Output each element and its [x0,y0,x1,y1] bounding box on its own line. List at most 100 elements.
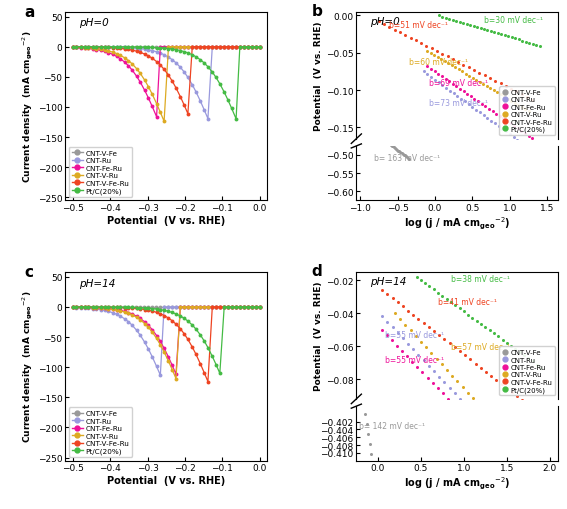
CNT-Ru [117,45,124,51]
CNT-V-Fe-Ru [101,45,108,51]
CNT-Fe-Ru [125,310,132,316]
CNT-Ru [149,48,155,54]
Pt/C(20%) [149,45,155,51]
CNT-V-Ru [201,304,208,310]
Pt/C(20%) [105,304,112,310]
CNT-V-Fe [105,45,112,51]
CNT-V-Fe [201,304,208,310]
CNT-Fe-Ru [69,304,76,310]
CNT-V-Fe-Ru [241,45,248,51]
CNT-Fe-Ru [85,46,92,52]
CNT-V-Fe-Ru [236,304,243,310]
Pt/C(20%) [137,305,143,311]
CNT-Ru [253,45,260,51]
CNT-Ru [121,316,128,322]
CNT-Ru [225,45,231,51]
CNT-Ru [205,117,211,123]
Pt/C(20%) [98,304,104,310]
Text: b=55 mV dec⁻¹: b=55 mV dec⁻¹ [385,330,444,340]
Line: CNT-V-Fe: CNT-V-Fe [71,305,262,309]
CNT-V-Fe-Ru [221,304,227,310]
CNT-V-Fe-Ru [113,46,120,52]
Pt/C(20%) [209,354,215,360]
CNT-V-Ru [165,358,172,364]
CNT-V-Ru [232,45,239,51]
Line: CNT-V-Fe-Ru: CNT-V-Fe-Ru [71,46,262,117]
CNT-Ru [141,340,148,346]
CNT-V-Fe-Ru [85,304,92,310]
CNT-Ru [201,304,208,310]
CNT-Fe-Ru [209,45,215,51]
CNT-V-Fe [133,45,140,51]
Pt/C(20%) [193,326,200,332]
CNT-V-Fe-Ru [109,45,116,51]
Pt/C(20%) [85,304,92,310]
CNT-V-Fe [141,45,148,51]
CNT-V-Fe-Ru [225,45,231,51]
CNT-V-Fe [256,45,263,51]
Pt/C(20%) [121,304,128,310]
CNT-V-Fe-Ru [93,304,100,310]
CNT-Fe-Ru [184,45,191,51]
Pt/C(20%) [165,46,172,52]
Line: CNT-Fe-Ru: CNT-Fe-Ru [71,305,262,376]
Line: CNT-V-Fe: CNT-V-Fe [71,46,262,49]
CNT-Ru [109,310,116,316]
CNT-V-Fe-Ru [177,95,184,101]
CNT-V-Fe [85,304,92,310]
CNT-Ru [172,61,179,67]
CNT-Ru [181,304,188,310]
Text: pH=14: pH=14 [370,276,407,286]
Pt/C(20%) [232,117,239,123]
CNT-V-Fe [244,45,251,51]
CNT-Ru [236,304,243,310]
CNT-V-Fe-Ru [153,60,160,66]
CNT-V-Ru [141,321,148,327]
CNT-Ru [193,304,200,310]
CNT-V-Fe-Ru [205,45,211,51]
Line: CNT-V-Fe-Ru: CNT-V-Fe-Ru [71,305,262,384]
CNT-V-Fe [173,304,180,310]
Pt/C(20%) [201,338,208,344]
CNT-V-Ru [105,49,112,55]
CNT-V-Fe [213,45,219,51]
CNT-V-Fe-Ru [169,79,176,85]
CNT-V-Ru [113,51,120,58]
CNT-V-Ru [90,46,96,52]
CNT-Fe-Ru [137,80,143,86]
CNT-V-Fe-Ru [205,379,211,385]
Line: CNT-Ru: CNT-Ru [71,46,262,121]
CNT-Ru [129,323,136,329]
CNT-Ru [78,305,84,311]
Pt/C(20%) [221,90,227,96]
CNT-Fe-Ru [169,362,176,369]
CNT-Fe-Ru [113,307,120,313]
CNT-V-Ru [109,50,116,56]
Pt/C(20%) [165,308,172,315]
CNT-V-Ru [205,45,211,51]
CNT-V-Ru [209,45,215,51]
CNT-Fe-Ru [209,304,215,310]
CNT-Ru [160,304,167,310]
CNT-V-Ru [189,45,196,51]
Line: CNT-Ru: CNT-Ru [71,305,262,377]
CNT-Fe-Ru [205,45,211,51]
CNT-Ru [213,45,219,51]
CNT-V-Ru [85,46,92,52]
CNT-V-Fe [201,45,208,51]
CNT-Fe-Ru [229,45,235,51]
CNT-Ru [221,45,227,51]
CNT-V-Ru [125,59,132,65]
CNT-V-Ru [145,84,152,91]
X-axis label: log (j / mA cm$_{\mathregular{geo}}$$^{-2}$): log (j / mA cm$_{\mathregular{geo}}$$^{-… [404,475,510,491]
CNT-V-Fe-Ru [141,307,148,313]
CNT-Fe-Ru [241,304,248,310]
CNT-V-Fe [197,45,204,51]
CNT-V-Fe-Ru [229,45,235,51]
CNT-Ru [172,304,179,310]
CNT-V-Fe [153,304,160,310]
CNT-Fe-Ru [101,49,108,55]
Pt/C(20%) [69,45,76,51]
CNT-Fe-Ru [117,56,124,63]
CNT-Ru [157,51,164,57]
